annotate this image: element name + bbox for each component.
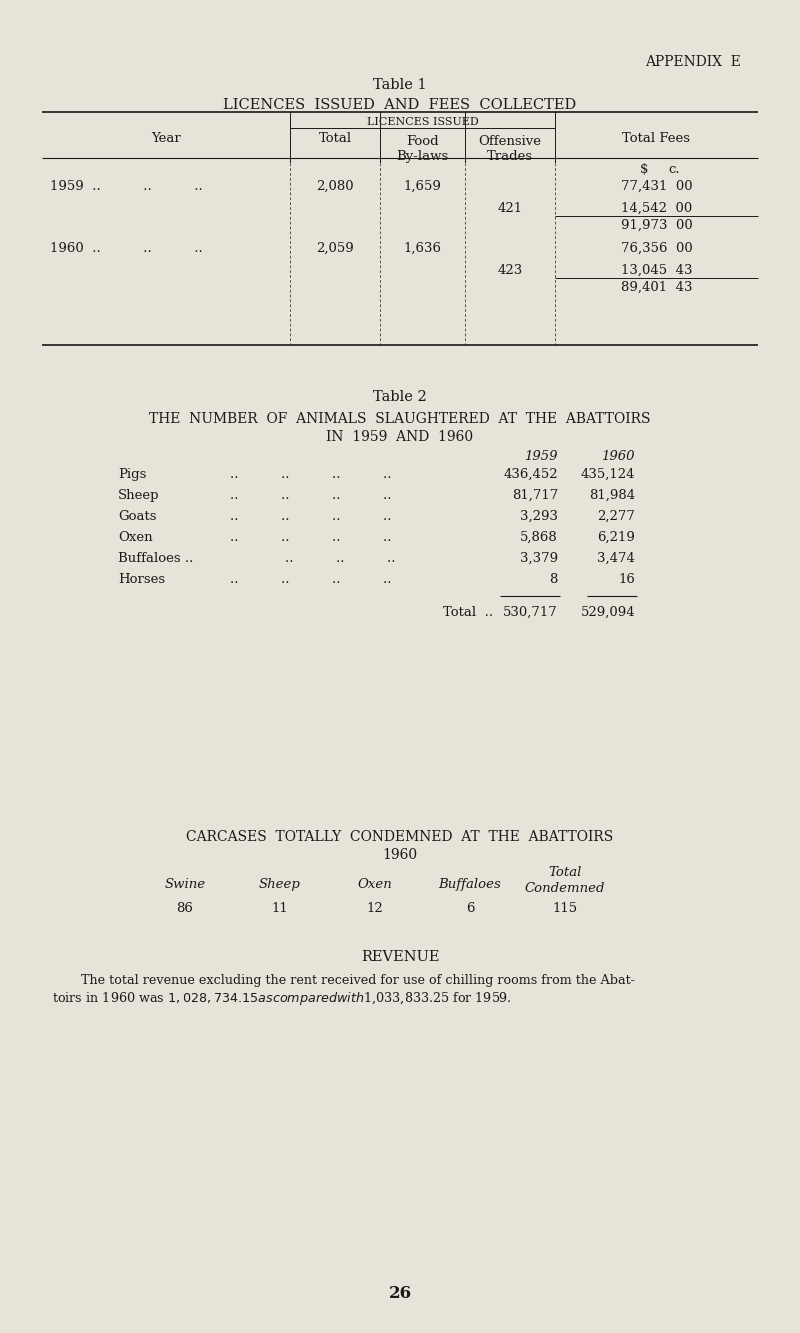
Text: ..          ..          ..          ..: .. .. .. .. [230,531,391,544]
Text: Oxen: Oxen [358,878,392,890]
Text: APPENDIX  E: APPENDIX E [645,55,741,69]
Text: ..          ..          ..          ..: .. .. .. .. [230,468,391,481]
Text: Sheep: Sheep [118,489,159,503]
Text: 3,293: 3,293 [520,511,558,523]
Text: 530,717: 530,717 [503,607,558,619]
Text: LICENCES  ISSUED  AND  FEES  COLLECTED: LICENCES ISSUED AND FEES COLLECTED [223,99,577,112]
Text: 12: 12 [366,902,383,914]
Text: LICENCES ISSUED: LICENCES ISSUED [366,117,478,127]
Text: Year: Year [151,132,181,145]
Text: 26: 26 [389,1285,411,1302]
Text: Total: Total [318,132,351,145]
Text: 16: 16 [618,573,635,587]
Text: Sheep: Sheep [259,878,301,890]
Text: ..          ..          ..          ..: .. .. .. .. [230,573,391,587]
Text: 529,094: 529,094 [580,607,635,619]
Text: 436,452: 436,452 [503,468,558,481]
Text: ..          ..          ..: .. .. .. [285,552,395,565]
Text: Table 1: Table 1 [373,79,427,92]
Text: 8: 8 [550,573,558,587]
Text: 81,717: 81,717 [512,489,558,503]
Text: Oxen: Oxen [118,531,153,544]
Text: 2,059: 2,059 [316,243,354,255]
Text: 6: 6 [466,902,474,914]
Text: $: $ [640,163,649,176]
Text: 2,080: 2,080 [316,180,354,193]
Text: Buffaloes ..: Buffaloes .. [118,552,194,565]
Text: ..          ..          ..          ..: .. .. .. .. [230,489,391,503]
Text: Horses: Horses [118,573,165,587]
Text: 1960  ..          ..          ..: 1960 .. .. .. [50,243,202,255]
Text: Buffaloes: Buffaloes [438,878,502,890]
Text: Swine: Swine [165,878,206,890]
Text: 13,045  43: 13,045 43 [621,264,692,277]
Text: Food
By-laws: Food By-laws [396,135,449,163]
Text: 1,636: 1,636 [403,243,442,255]
Text: 86: 86 [177,902,194,914]
Text: 3,474: 3,474 [597,552,635,565]
Text: 11: 11 [272,902,288,914]
Text: 2,277: 2,277 [597,511,635,523]
Text: Condemned: Condemned [525,882,606,894]
Text: toirs in 1960 was $1,028,734.15 as compared with $1,033,833.25 for 1959.: toirs in 1960 was $1,028,734.15 as compa… [52,990,512,1006]
Text: THE  NUMBER  OF  ANIMALS  SLAUGHTERED  AT  THE  ABATTOIRS: THE NUMBER OF ANIMALS SLAUGHTERED AT THE… [150,412,650,427]
Text: CARCASES  TOTALLY  CONDEMNED  AT  THE  ABATTOIRS: CARCASES TOTALLY CONDEMNED AT THE ABATTO… [186,830,614,844]
Text: REVENUE: REVENUE [361,950,439,964]
Text: Total  ..: Total .. [443,607,493,619]
Text: 1,659: 1,659 [403,180,442,193]
Text: c.: c. [669,163,680,176]
Text: The total revenue excluding the rent received for use of chilling rooms from the: The total revenue excluding the rent rec… [65,974,635,986]
Text: 1959  ..          ..          ..: 1959 .. .. .. [50,180,202,193]
Text: Total Fees: Total Fees [622,132,690,145]
Text: 89,401  43: 89,401 43 [621,281,692,295]
Text: 5,868: 5,868 [520,531,558,544]
Text: Pigs: Pigs [118,468,146,481]
Text: 81,984: 81,984 [589,489,635,503]
Text: 1960: 1960 [602,451,635,463]
Text: Goats: Goats [118,511,157,523]
Text: 91,973  00: 91,973 00 [621,219,692,232]
Text: 435,124: 435,124 [581,468,635,481]
Text: 76,356  00: 76,356 00 [621,243,692,255]
Text: 77,431  00: 77,431 00 [621,180,692,193]
Text: 14,542  00: 14,542 00 [621,203,692,215]
Text: Table 2: Table 2 [373,391,427,404]
Text: 3,379: 3,379 [520,552,558,565]
Text: 421: 421 [498,203,522,215]
Text: ..          ..          ..          ..: .. .. .. .. [230,511,391,523]
Text: IN  1959  AND  1960: IN 1959 AND 1960 [326,431,474,444]
Text: 1960: 1960 [382,848,418,862]
Text: 423: 423 [498,264,522,277]
Text: 115: 115 [553,902,578,914]
Text: Offensive
Trades: Offensive Trades [478,135,542,163]
Text: 6,219: 6,219 [597,531,635,544]
Text: 1959: 1959 [525,451,558,463]
Text: Total: Total [548,866,582,878]
